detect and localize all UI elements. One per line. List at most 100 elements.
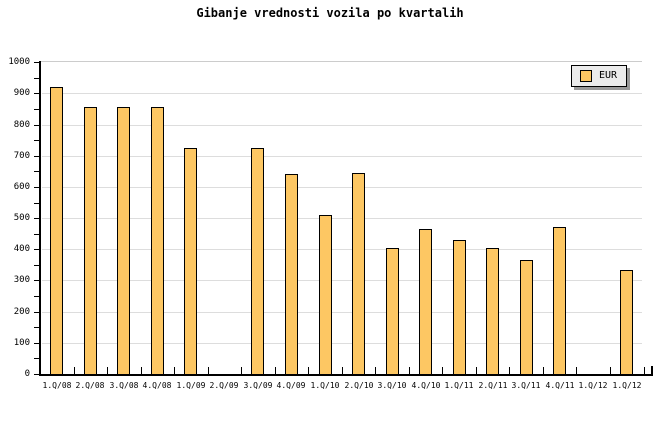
gridline [42, 312, 642, 313]
x-tick-label: 2.Q/08 [75, 381, 105, 390]
y-tick-label: 800 [13, 120, 30, 130]
y-tick-label: 300 [13, 275, 30, 285]
gridline [42, 218, 642, 219]
y-tick-label: 1000 [8, 57, 30, 67]
y-axis-tick [34, 62, 40, 63]
x-tick-label: 4.Q/11 [545, 381, 575, 390]
y-axis-tick [34, 343, 40, 344]
y-axis-tick [34, 265, 40, 266]
bar [251, 148, 264, 375]
bar [285, 174, 298, 375]
x-tick-label: 4.Q/08 [142, 381, 172, 390]
y-axis-tick [34, 218, 40, 219]
gridline [42, 187, 642, 188]
x-tick-label: 1.Q/08 [42, 381, 72, 390]
y-tick-label: 400 [13, 244, 30, 254]
y-axis-tick [34, 249, 40, 250]
y-tick-label: 0 [24, 369, 30, 379]
gridline [42, 343, 642, 344]
x-axis-tick [40, 367, 41, 374]
x-axis-line [39, 374, 653, 376]
x-axis-tick [174, 367, 175, 374]
x-tick-label: 1.Q/12 [612, 381, 642, 390]
x-tick-label: 3.Q/10 [377, 381, 407, 390]
bar [319, 215, 332, 375]
bar [386, 248, 399, 375]
y-axis-tick [34, 374, 40, 375]
y-axis-tick [34, 93, 40, 94]
bar [84, 107, 97, 375]
plot-frame-top [40, 61, 642, 62]
bar [151, 107, 164, 375]
x-axis-tick [342, 367, 343, 374]
x-axis-tick [107, 367, 108, 374]
gridline [42, 280, 642, 281]
legend-swatch-icon [580, 70, 592, 82]
x-axis-tick [141, 367, 142, 374]
bar [419, 229, 432, 375]
y-axis-tick [34, 234, 40, 235]
y-axis-line [39, 61, 41, 376]
y-axis-tick [34, 140, 40, 141]
y-axis-tick [34, 296, 40, 297]
gridline [42, 125, 642, 126]
y-axis-tick [34, 78, 40, 79]
y-axis-tick [34, 280, 40, 281]
x-axis-tick [308, 367, 309, 374]
x-tick-label: 4.Q/09 [276, 381, 306, 390]
gridline [42, 93, 642, 94]
bar [453, 240, 466, 375]
x-tick-label: 3.Q/09 [243, 381, 273, 390]
y-tick-label: 200 [13, 307, 30, 317]
x-tick-label: 3.Q/08 [109, 381, 139, 390]
gridline [42, 249, 642, 250]
x-axis-tick [576, 367, 577, 374]
x-tick-label: 2.Q/11 [478, 381, 508, 390]
chart-title: Gibanje vrednosti vozila po kvartalih [196, 6, 464, 20]
x-axis-tick [275, 367, 276, 374]
bar [553, 227, 566, 375]
gridline [42, 156, 642, 157]
y-tick-label: 600 [13, 182, 30, 192]
x-axis-tick [241, 367, 242, 374]
y-axis-tick [34, 358, 40, 359]
y-tick-label: 100 [13, 338, 30, 348]
x-tick-label: 2.Q/10 [344, 381, 374, 390]
x-axis-tick [644, 367, 645, 374]
y-axis-tick [34, 203, 40, 204]
x-tick-label: 3.Q/11 [511, 381, 541, 390]
y-tick-label: 700 [13, 151, 30, 161]
bar [117, 107, 130, 375]
bar [486, 248, 499, 375]
x-tick-label: 4.Q/10 [411, 381, 441, 390]
x-tick-label: 1.Q/10 [310, 381, 340, 390]
x-axis-tick [375, 367, 376, 374]
legend-label: EUR [599, 70, 618, 81]
bar [352, 173, 365, 375]
x-tick-label: 1.Q/12 [578, 381, 608, 390]
bar [50, 87, 63, 375]
y-axis-tick [34, 187, 40, 188]
x-axis-tick [509, 367, 510, 374]
y-tick-label: 900 [13, 88, 30, 98]
x-axis-tick [442, 367, 443, 374]
y-tick-label: 500 [13, 213, 30, 223]
x-tick-label: 1.Q/09 [176, 381, 206, 390]
x-axis-tick [543, 367, 544, 374]
x-axis-tick [409, 367, 410, 374]
y-axis-tick [34, 156, 40, 157]
y-axis-tick [34, 327, 40, 328]
x-axis-tick [74, 367, 75, 374]
x-axis-tick [610, 367, 611, 374]
y-axis-tick [34, 171, 40, 172]
x-tick-label: 1.Q/11 [444, 381, 474, 390]
y-axis-tick [34, 312, 40, 313]
legend: EUR [571, 65, 627, 87]
x-axis-end-tick [651, 366, 653, 374]
x-axis-tick [476, 367, 477, 374]
x-axis-tick [208, 367, 209, 374]
bar [184, 148, 197, 375]
bar [620, 270, 633, 375]
y-axis-tick [34, 109, 40, 110]
